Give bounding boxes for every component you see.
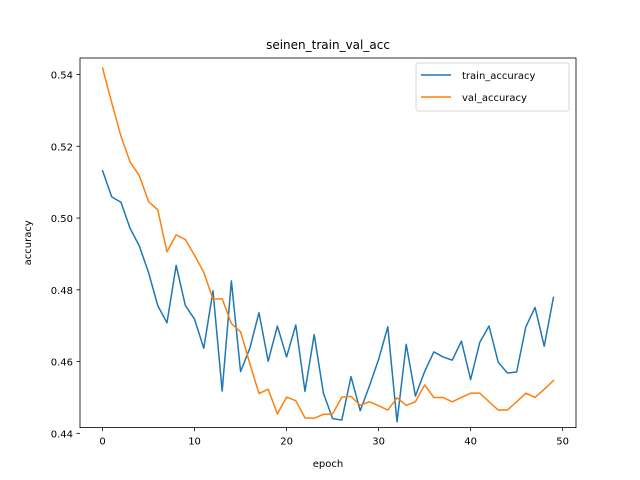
x-tick-label: 40 (464, 437, 477, 448)
x-tick-label: 30 (372, 437, 385, 448)
chart-title: seinen_train_val_acc (266, 38, 390, 52)
legend: train_accuracy val_accuracy (415, 62, 570, 112)
y-tick-label: 0.54 (51, 71, 73, 82)
x-tick-label: 0 (99, 437, 105, 448)
y-tick-label: 0.44 (51, 429, 73, 440)
plot-lines (101, 67, 555, 423)
legend-label-val-accuracy: val_accuracy (462, 93, 527, 104)
x-tick-label: 20 (280, 437, 293, 448)
legend-box (415, 62, 570, 112)
series-line-val-accuracy (101, 67, 555, 420)
y-axis: 0.44 0.46 0.48 0.50 0.52 0.54 (51, 71, 80, 440)
x-tick-label: 10 (188, 437, 201, 448)
y-tick-label: 0.52 (51, 142, 73, 153)
y-tick-label: 0.48 (51, 286, 73, 297)
y-tick-label: 0.46 (51, 358, 73, 369)
y-axis-label: accuracy (23, 220, 34, 265)
x-tick-label: 50 (556, 437, 569, 448)
legend-label-train-accuracy: train_accuracy (462, 71, 535, 82)
plot-frame (79, 57, 577, 429)
series-line-train-accuracy (101, 169, 555, 423)
x-axis: 0 10 20 30 40 50 (99, 427, 569, 448)
y-tick-label: 0.50 (51, 214, 73, 225)
x-axis-label: epoch (313, 459, 343, 470)
